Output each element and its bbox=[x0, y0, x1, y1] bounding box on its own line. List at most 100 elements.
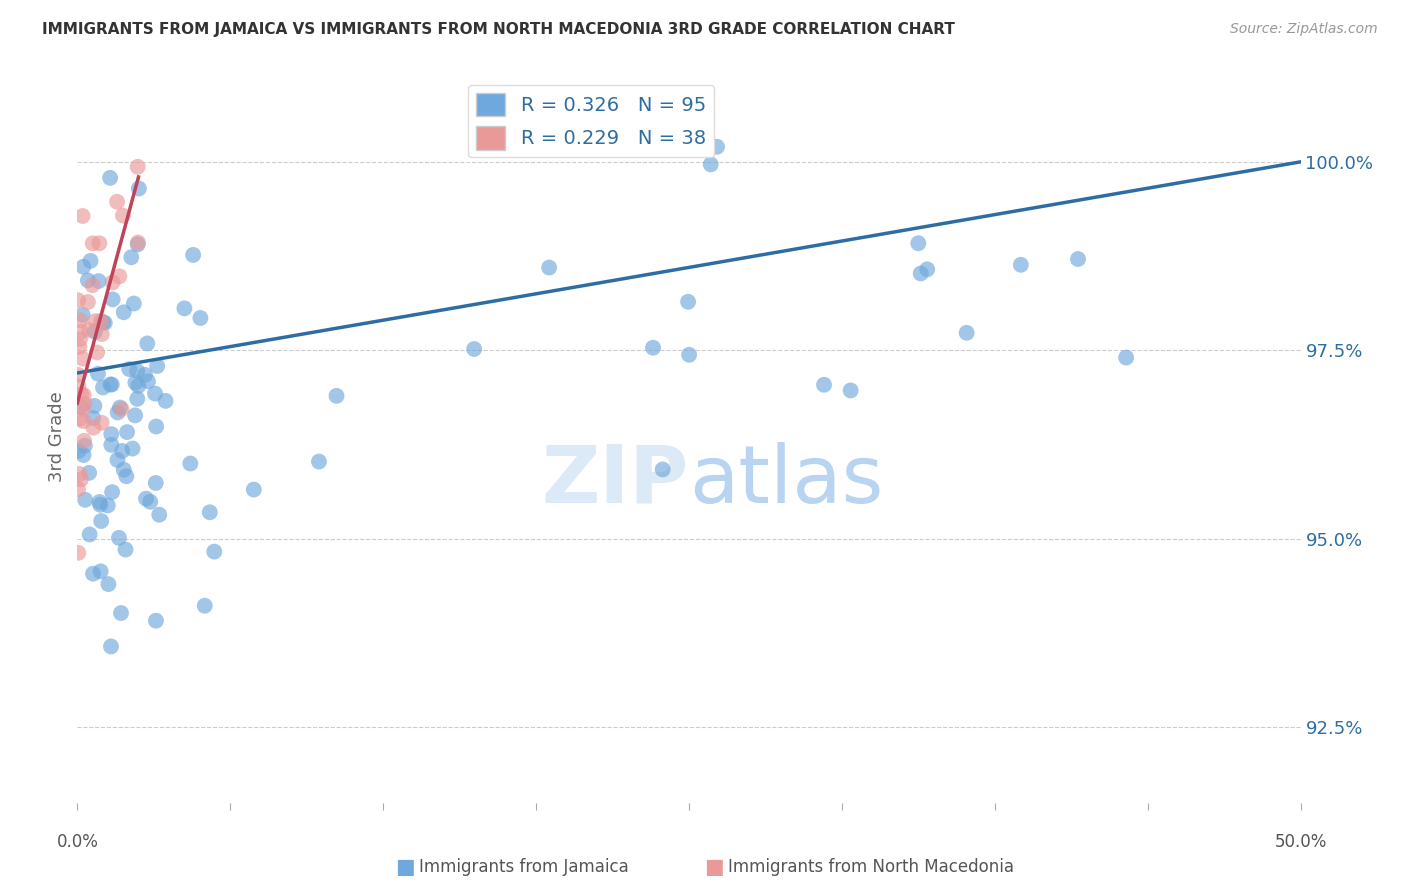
Point bbox=[181, 248, 204, 262]
Text: ZIP: ZIP bbox=[541, 442, 689, 520]
Text: Immigrants from North Macedonia: Immigrants from North Macedonia bbox=[728, 858, 1014, 876]
Point bbox=[108, 401, 131, 415]
Point bbox=[127, 392, 149, 406]
Point bbox=[82, 566, 104, 581]
Point bbox=[910, 267, 932, 281]
Text: Immigrants from Jamaica: Immigrants from Jamaica bbox=[419, 858, 628, 876]
Point bbox=[115, 425, 138, 439]
Point bbox=[194, 599, 217, 613]
Point bbox=[108, 269, 131, 284]
Point bbox=[155, 393, 177, 408]
Point bbox=[67, 379, 90, 393]
Point bbox=[72, 401, 94, 416]
Point bbox=[190, 311, 212, 326]
Point bbox=[127, 235, 149, 250]
Point bbox=[98, 170, 121, 185]
Point bbox=[69, 412, 91, 426]
Point bbox=[124, 376, 146, 390]
Point bbox=[179, 457, 201, 471]
Point bbox=[70, 387, 93, 401]
Point bbox=[72, 351, 94, 366]
Point bbox=[79, 527, 101, 541]
Text: ■: ■ bbox=[704, 857, 724, 877]
Point bbox=[90, 565, 112, 579]
Point bbox=[89, 236, 111, 251]
Point bbox=[202, 544, 225, 558]
Point bbox=[114, 542, 136, 557]
Point bbox=[67, 293, 90, 308]
Point bbox=[73, 439, 96, 453]
Point bbox=[136, 336, 159, 351]
Point bbox=[90, 327, 112, 342]
Point bbox=[641, 341, 664, 355]
Point bbox=[813, 377, 835, 392]
Point bbox=[115, 469, 138, 483]
Y-axis label: 3rd Grade: 3rd Grade bbox=[48, 392, 66, 483]
Point bbox=[70, 325, 93, 339]
Point bbox=[89, 495, 111, 509]
Point bbox=[121, 442, 143, 456]
Point bbox=[128, 181, 150, 195]
Point bbox=[956, 326, 979, 340]
Point bbox=[699, 157, 721, 171]
Point bbox=[90, 416, 112, 430]
Point bbox=[706, 140, 728, 154]
Point bbox=[77, 295, 100, 310]
Point bbox=[538, 260, 561, 275]
Point bbox=[75, 492, 97, 507]
Point bbox=[127, 160, 149, 174]
Point bbox=[325, 389, 347, 403]
Point bbox=[1067, 252, 1090, 266]
Point bbox=[84, 325, 107, 339]
Point bbox=[69, 313, 91, 327]
Point bbox=[86, 345, 108, 359]
Point bbox=[308, 454, 330, 468]
Point bbox=[676, 294, 699, 309]
Point bbox=[120, 250, 142, 264]
Point bbox=[91, 315, 114, 329]
Point bbox=[127, 364, 149, 378]
Point bbox=[124, 409, 146, 423]
Point bbox=[110, 606, 132, 620]
Point bbox=[97, 499, 120, 513]
Point bbox=[143, 386, 166, 401]
Point bbox=[101, 293, 124, 307]
Point bbox=[72, 209, 94, 223]
Point bbox=[72, 260, 94, 274]
Point bbox=[90, 314, 112, 328]
Point bbox=[82, 421, 104, 435]
Point bbox=[67, 444, 90, 458]
Point bbox=[67, 482, 90, 496]
Point bbox=[67, 340, 90, 354]
Point bbox=[463, 342, 485, 356]
Point bbox=[83, 399, 105, 413]
Text: 0.0%: 0.0% bbox=[56, 833, 98, 851]
Legend: R = 0.326   N = 95, R = 0.229   N = 38: R = 0.326 N = 95, R = 0.229 N = 38 bbox=[468, 85, 714, 158]
Point bbox=[67, 467, 90, 481]
Text: IMMIGRANTS FROM JAMAICA VS IMMIGRANTS FROM NORTH MACEDONIA 3RD GRADE CORRELATION: IMMIGRANTS FROM JAMAICA VS IMMIGRANTS FR… bbox=[42, 22, 955, 37]
Point bbox=[145, 419, 167, 434]
Point bbox=[134, 368, 156, 382]
Point bbox=[139, 495, 162, 509]
Point bbox=[173, 301, 195, 316]
Point bbox=[112, 305, 135, 319]
Point bbox=[82, 411, 104, 425]
Point bbox=[79, 253, 101, 268]
Point bbox=[112, 463, 135, 477]
Point bbox=[1010, 258, 1032, 272]
Point bbox=[101, 485, 124, 500]
Point bbox=[73, 388, 96, 402]
Point bbox=[73, 434, 96, 448]
Point bbox=[77, 323, 100, 337]
Point bbox=[146, 359, 169, 373]
Point bbox=[82, 278, 104, 293]
Point bbox=[97, 577, 120, 591]
Point bbox=[67, 368, 90, 382]
Text: ■: ■ bbox=[395, 857, 415, 877]
Point bbox=[108, 531, 131, 545]
Point bbox=[135, 491, 157, 506]
Point bbox=[118, 362, 141, 376]
Point bbox=[127, 379, 149, 393]
Point bbox=[90, 514, 112, 528]
Point bbox=[87, 367, 110, 381]
